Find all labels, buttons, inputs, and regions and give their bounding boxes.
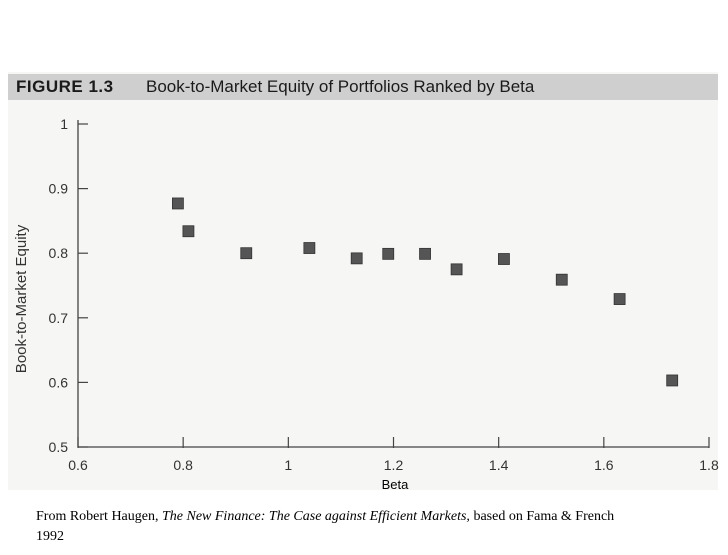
x-tick-label: 1 [284, 457, 292, 473]
figure-title: Book-to-Market Equity of Portfolios Rank… [146, 77, 535, 96]
x-tick-label: 1.6 [594, 457, 614, 473]
data-point [666, 374, 679, 387]
caption-suffix: based on Fama & French 1992 [36, 509, 615, 544]
x-tick-label: 1.4 [489, 457, 509, 473]
data-points [172, 197, 679, 387]
x-tick-label: 1.8 [699, 457, 719, 473]
y-tick-label: 0.8 [49, 245, 69, 261]
data-point [555, 273, 568, 286]
data-point [382, 247, 395, 260]
data-point [498, 253, 510, 265]
caption-prefix: From Robert Haugen, [36, 509, 162, 524]
data-point [182, 225, 195, 238]
y-tick-label: 1 [60, 116, 68, 132]
y-tick-label: 0.5 [49, 439, 69, 455]
data-point [419, 247, 431, 260]
y-tick-label: 0.7 [49, 310, 69, 326]
y-tick-label: 0.9 [49, 181, 69, 197]
data-point [172, 197, 184, 210]
x-tick-label: 0.8 [173, 457, 193, 473]
axis-ticks: 0.5 0.6 0.7 0.8 0.9 1 0.6 0.8 1 1.2 1.4 1.6 1.8 [49, 116, 719, 473]
figure-label: FIGURE 1.3 [16, 77, 114, 96]
x-tick-label: 1.2 [384, 457, 404, 473]
figure-header-band [8, 74, 718, 100]
x-axis-label: Beta [382, 477, 410, 492]
data-point [350, 252, 363, 265]
data-point [303, 242, 316, 254]
data-point [613, 293, 626, 305]
scanned-figure-background [8, 72, 718, 490]
data-point [240, 247, 253, 260]
x-tick-label: 0.6 [68, 457, 88, 473]
caption-book-title: The New Finance: The Case against Effici… [161, 509, 470, 524]
y-tick-label: 0.6 [49, 374, 69, 390]
source-caption: From Robert Haugen, The New Finance: The… [36, 507, 636, 547]
plot-axes [77, 120, 709, 448]
data-point [450, 263, 463, 276]
y-axis-label: Book-to-Market Equity [13, 224, 30, 373]
